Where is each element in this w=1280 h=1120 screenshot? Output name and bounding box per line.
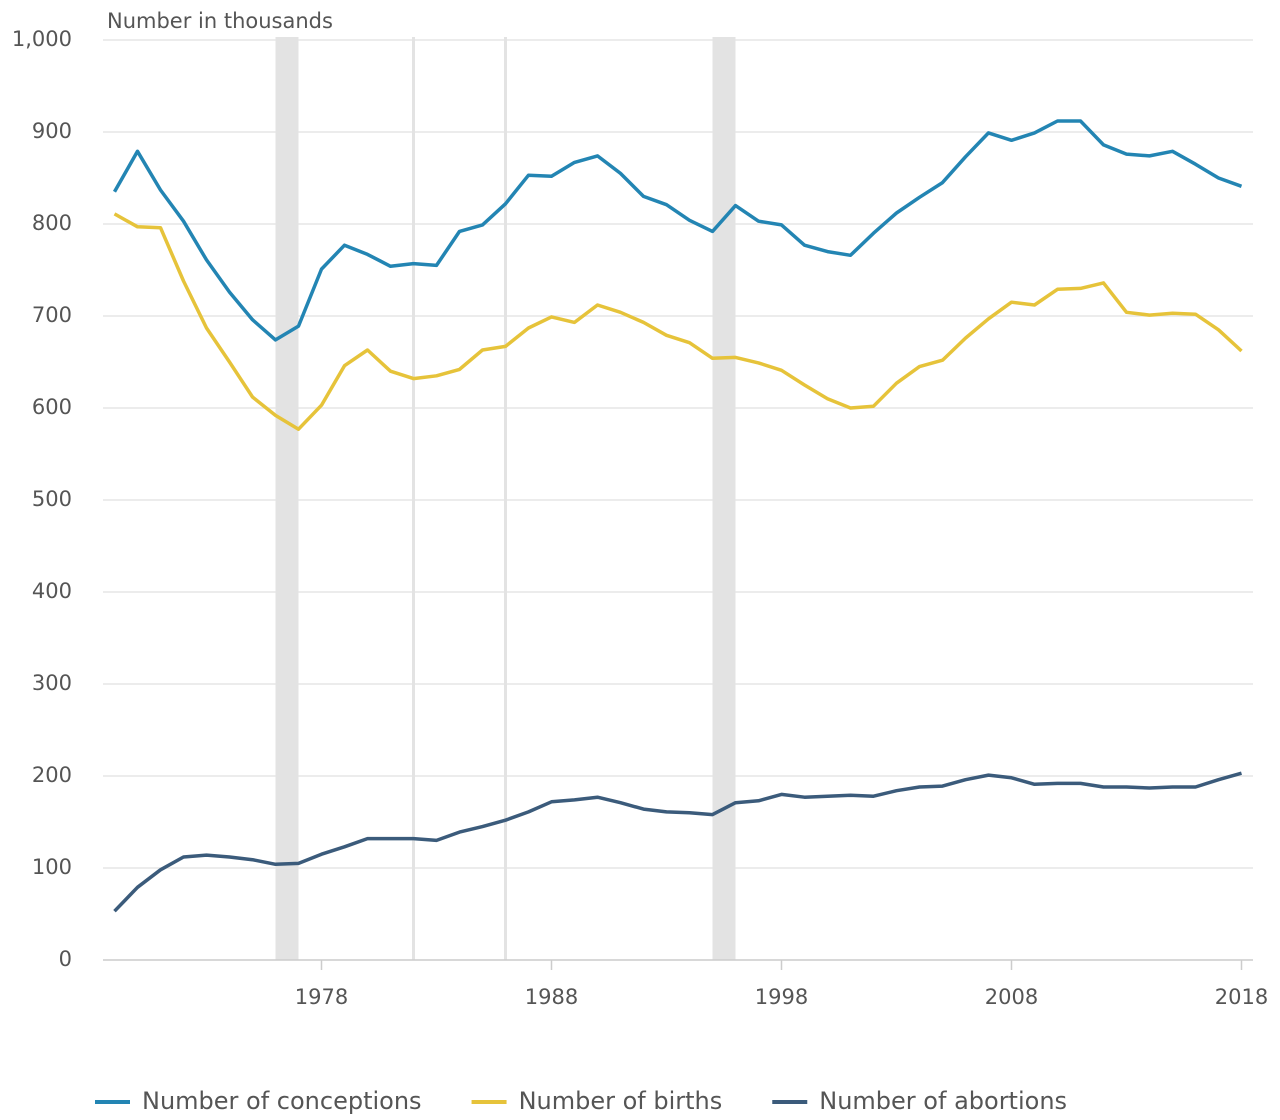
y-tick-label: 200 <box>32 763 72 787</box>
legend-label: Number of conceptions <box>142 1087 422 1115</box>
y-tick-label: 0 <box>59 947 72 971</box>
series-line <box>112 119 1243 342</box>
y-tick-label: 800 <box>32 211 72 235</box>
y-tick-label: 600 <box>32 395 72 419</box>
y-tick-label: 1,000 <box>12 27 72 51</box>
x-tick-label: 1988 <box>525 985 578 1009</box>
y-tick-label: 400 <box>32 579 72 603</box>
highlight-band <box>712 37 736 960</box>
x-tick-label: 1998 <box>755 985 808 1009</box>
series-line <box>113 212 1243 431</box>
y-tick-label: 100 <box>32 855 72 879</box>
x-tick-label: 1978 <box>295 985 348 1009</box>
y-tick-label: 500 <box>32 487 72 511</box>
x-tick-label: 2008 <box>985 985 1038 1009</box>
series-line <box>113 771 1242 913</box>
y-tick-label: 300 <box>32 671 72 695</box>
highlight-band <box>275 37 299 960</box>
x-tick-label: 2018 <box>1215 985 1268 1009</box>
y-axis-label: Number in thousands <box>107 9 333 33</box>
y-tick-label: 900 <box>32 119 72 143</box>
legend-label: Number of births <box>519 1087 723 1115</box>
y-tick-label: 700 <box>32 303 72 327</box>
legend-label: Number of abortions <box>819 1087 1067 1115</box>
